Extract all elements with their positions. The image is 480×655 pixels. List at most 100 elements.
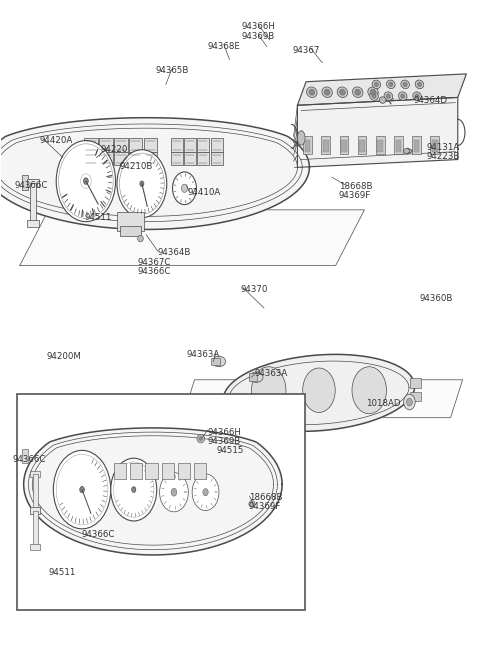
Bar <box>145 464 157 479</box>
Bar <box>120 225 142 236</box>
Bar <box>30 507 40 514</box>
Ellipse shape <box>384 92 393 100</box>
Polygon shape <box>182 380 463 418</box>
Text: 94131A: 94131A <box>427 143 460 151</box>
Ellipse shape <box>404 149 409 154</box>
Text: 94363A: 94363A <box>186 350 220 359</box>
Text: 94369B: 94369B <box>207 437 240 446</box>
Bar <box>22 449 28 464</box>
Ellipse shape <box>413 92 421 100</box>
Ellipse shape <box>355 89 360 95</box>
Bar <box>30 471 40 477</box>
Bar <box>27 179 39 187</box>
Circle shape <box>80 487 84 493</box>
Bar <box>194 464 206 479</box>
Ellipse shape <box>298 131 305 145</box>
Text: 94369B: 94369B <box>241 32 275 41</box>
Text: 94366C: 94366C <box>14 181 48 189</box>
Ellipse shape <box>250 372 263 383</box>
Text: 94223B: 94223B <box>427 152 460 160</box>
Bar <box>410 379 421 388</box>
Circle shape <box>181 184 188 193</box>
Bar <box>17 394 305 610</box>
Circle shape <box>172 172 196 204</box>
Circle shape <box>404 394 415 410</box>
Ellipse shape <box>199 437 203 441</box>
Ellipse shape <box>339 89 345 95</box>
Polygon shape <box>20 210 364 265</box>
Ellipse shape <box>401 94 405 98</box>
Bar <box>184 138 196 153</box>
Bar <box>359 140 365 152</box>
Text: 94366C: 94366C <box>138 267 171 276</box>
Polygon shape <box>24 428 282 555</box>
Bar <box>184 153 196 166</box>
Bar <box>412 136 421 155</box>
Text: 94511: 94511 <box>48 568 76 577</box>
Bar <box>114 153 128 166</box>
Bar <box>130 464 143 479</box>
Text: 94366H: 94366H <box>241 22 275 31</box>
Ellipse shape <box>389 82 393 86</box>
Text: 94366C: 94366C <box>81 529 114 538</box>
Bar <box>84 153 98 166</box>
Text: 18668B: 18668B <box>338 182 372 191</box>
Ellipse shape <box>403 82 407 86</box>
Bar <box>211 358 220 365</box>
Bar <box>197 138 209 153</box>
Bar <box>376 136 384 155</box>
Circle shape <box>132 487 136 493</box>
Ellipse shape <box>401 80 409 88</box>
Ellipse shape <box>379 97 386 103</box>
Bar <box>27 219 39 227</box>
Bar <box>377 140 383 152</box>
Bar <box>114 464 126 479</box>
Bar <box>414 140 420 152</box>
Ellipse shape <box>337 87 348 98</box>
Ellipse shape <box>197 434 204 443</box>
Bar <box>170 153 182 166</box>
Bar <box>84 138 98 153</box>
Bar <box>197 153 209 166</box>
Circle shape <box>111 458 157 521</box>
Bar <box>129 153 143 166</box>
Ellipse shape <box>212 356 226 367</box>
Text: 94367C: 94367C <box>138 257 171 267</box>
Polygon shape <box>298 98 458 168</box>
Ellipse shape <box>417 82 421 86</box>
Ellipse shape <box>372 80 381 88</box>
Circle shape <box>159 473 188 512</box>
Bar <box>305 140 311 152</box>
Text: 94210B: 94210B <box>120 162 153 171</box>
Ellipse shape <box>415 94 419 98</box>
Text: 94220: 94220 <box>100 145 128 154</box>
Text: 94364B: 94364B <box>157 248 191 257</box>
Text: 94360B: 94360B <box>419 294 452 303</box>
Bar <box>30 183 36 223</box>
Text: 94410A: 94410A <box>187 189 221 197</box>
Bar <box>114 138 128 153</box>
Bar <box>339 136 348 155</box>
Text: 94363A: 94363A <box>254 369 288 379</box>
Text: 18668B: 18668B <box>249 493 282 502</box>
Bar <box>396 140 401 152</box>
Bar <box>394 136 403 155</box>
Ellipse shape <box>322 87 332 98</box>
Circle shape <box>117 150 167 217</box>
Ellipse shape <box>398 92 407 100</box>
Ellipse shape <box>249 500 255 507</box>
Bar <box>99 138 113 153</box>
Circle shape <box>84 178 88 184</box>
Bar <box>358 136 366 155</box>
Text: 94369F: 94369F <box>249 502 281 511</box>
Circle shape <box>252 367 286 414</box>
Circle shape <box>140 181 144 187</box>
Ellipse shape <box>370 92 378 100</box>
Text: 94365B: 94365B <box>156 66 189 75</box>
Ellipse shape <box>415 80 424 88</box>
Ellipse shape <box>352 87 363 98</box>
Bar <box>33 510 37 547</box>
Text: 94370: 94370 <box>241 285 268 294</box>
Ellipse shape <box>374 82 379 86</box>
Circle shape <box>171 488 177 496</box>
